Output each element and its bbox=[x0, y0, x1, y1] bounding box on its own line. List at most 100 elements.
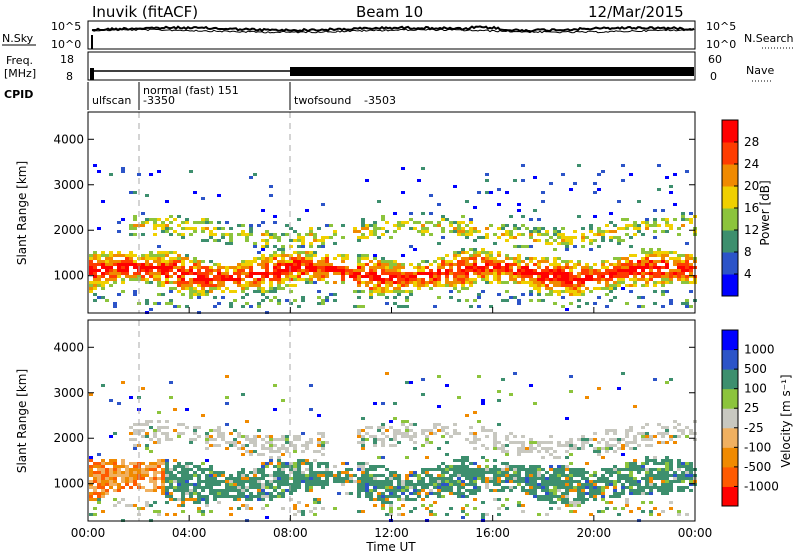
heatmap-cell bbox=[585, 302, 589, 305]
heatmap-cell bbox=[489, 471, 493, 474]
heatmap-cell bbox=[465, 275, 469, 278]
heatmap-cell bbox=[333, 257, 337, 260]
heatmap-cell bbox=[609, 269, 613, 272]
heatmap-cell bbox=[613, 230, 617, 233]
heatmap-cell bbox=[213, 284, 217, 287]
heatmap-cell bbox=[401, 483, 405, 486]
heatmap-cell bbox=[417, 263, 421, 266]
heatmap-cell bbox=[521, 444, 525, 447]
heatmap-cell bbox=[449, 263, 453, 266]
heatmap-cell bbox=[205, 278, 209, 281]
heatmap-cell bbox=[465, 459, 469, 462]
heatmap-cell bbox=[473, 269, 477, 272]
noise-search-label: N.Search bbox=[744, 32, 794, 45]
heatmap-cell bbox=[581, 444, 585, 447]
heatmap-cell bbox=[245, 233, 249, 236]
heatmap-cell bbox=[177, 432, 181, 435]
heatmap-cell bbox=[393, 432, 397, 435]
heatmap-cell bbox=[293, 239, 297, 242]
heatmap-cell bbox=[217, 239, 221, 242]
heatmap-cell bbox=[121, 290, 125, 293]
heatmap-cell bbox=[281, 489, 285, 492]
heatmap-cell bbox=[205, 459, 209, 462]
heatmap-cell bbox=[93, 281, 97, 284]
heatmap-cell bbox=[389, 501, 393, 504]
heatmap-cell bbox=[557, 465, 561, 468]
heatmap-cell bbox=[137, 173, 141, 176]
heatmap-cell bbox=[633, 405, 637, 408]
heatmap-cell bbox=[333, 281, 337, 284]
heatmap-cell bbox=[173, 465, 177, 468]
heatmap-cell bbox=[381, 287, 385, 290]
heatmap-cell bbox=[421, 230, 425, 233]
heatmap-cell bbox=[401, 281, 405, 284]
heatmap-cell bbox=[205, 266, 209, 269]
heatmap-cell bbox=[521, 215, 525, 218]
heatmap-cell bbox=[389, 504, 393, 507]
heatmap-cell bbox=[405, 498, 409, 501]
heatmap-cell bbox=[581, 278, 585, 281]
heatmap-cell bbox=[613, 492, 617, 495]
heatmap-cell bbox=[457, 495, 461, 498]
heatmap-cell bbox=[565, 242, 569, 245]
heatmap-cell bbox=[481, 429, 485, 432]
heatmap-cell bbox=[305, 441, 309, 444]
heatmap-cell bbox=[273, 296, 277, 299]
heatmap-cell bbox=[249, 263, 253, 266]
heatmap-cell bbox=[541, 200, 545, 203]
heatmap-cell bbox=[373, 474, 377, 477]
heatmap-cell bbox=[325, 462, 329, 465]
heatmap-cell bbox=[237, 471, 241, 474]
heatmap-cell bbox=[609, 480, 613, 483]
heatmap-cell bbox=[497, 474, 501, 477]
heatmap-cell bbox=[177, 504, 181, 507]
heatmap-cell bbox=[577, 281, 581, 284]
heatmap-cell bbox=[181, 278, 185, 281]
heatmap-cell bbox=[349, 272, 353, 275]
heatmap-cell bbox=[365, 438, 369, 441]
heatmap-cell bbox=[277, 248, 281, 251]
y-tick-label: 2000 bbox=[53, 431, 84, 445]
heatmap-cell bbox=[277, 299, 281, 302]
heatmap-cell bbox=[133, 471, 137, 474]
heatmap-cell bbox=[121, 167, 125, 170]
heatmap-cell bbox=[341, 483, 345, 486]
heatmap-cell bbox=[505, 444, 509, 447]
heatmap-cell bbox=[365, 254, 369, 257]
heatmap-cell bbox=[417, 474, 421, 477]
heatmap-cell bbox=[357, 281, 361, 284]
heatmap-cell bbox=[325, 471, 329, 474]
heatmap-cell bbox=[189, 278, 193, 281]
heatmap-cell bbox=[565, 486, 569, 489]
heatmap-cell bbox=[661, 209, 665, 212]
heatmap-cell bbox=[389, 513, 393, 516]
heatmap-cell bbox=[293, 257, 297, 260]
heatmap-cell bbox=[253, 438, 257, 441]
heatmap-cell bbox=[173, 480, 177, 483]
heatmap-cell bbox=[213, 239, 217, 242]
heatmap-cell bbox=[225, 402, 229, 405]
heatmap-cell bbox=[109, 483, 113, 486]
heatmap-cell bbox=[333, 233, 337, 236]
heatmap-cell bbox=[141, 266, 145, 269]
heatmap-cell bbox=[249, 284, 253, 287]
heatmap-cell bbox=[389, 263, 393, 266]
heatmap-cell bbox=[685, 278, 689, 281]
heatmap-cell bbox=[245, 272, 249, 275]
heatmap-cell bbox=[197, 221, 201, 224]
heatmap-cell bbox=[509, 236, 513, 239]
heatmap-cell bbox=[377, 429, 381, 432]
heatmap-cell bbox=[261, 287, 265, 290]
heatmap-cell bbox=[281, 465, 285, 468]
heatmap-cell bbox=[573, 230, 577, 233]
heatmap-cell bbox=[577, 474, 581, 477]
heatmap-cell bbox=[677, 257, 681, 260]
heatmap-cell bbox=[621, 218, 625, 221]
heatmap-cell bbox=[577, 215, 581, 218]
heatmap-cell bbox=[549, 263, 553, 266]
heatmap-cell bbox=[137, 272, 141, 275]
heatmap-cell bbox=[641, 432, 645, 435]
heatmap-cell bbox=[257, 498, 261, 501]
heatmap-cell bbox=[497, 254, 501, 257]
heatmap-cell bbox=[93, 299, 97, 302]
